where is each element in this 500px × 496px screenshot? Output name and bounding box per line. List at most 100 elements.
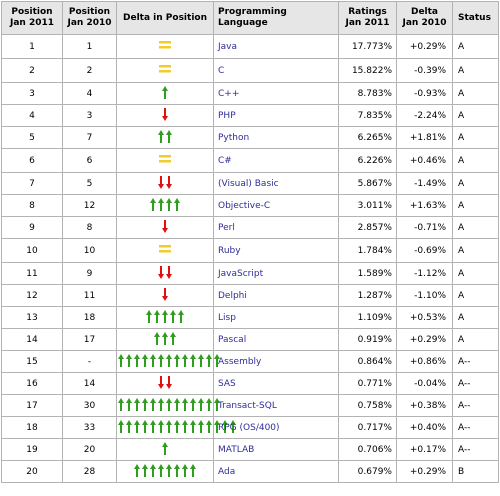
delta-cell: +0.53% [396, 306, 453, 329]
arrow-up-icon [162, 309, 168, 323]
delta-cell: -1.10% [396, 284, 453, 307]
trend-icons [157, 129, 173, 143]
arrow-up-icon [178, 309, 184, 323]
trend-icons [158, 41, 172, 49]
language-cell[interactable]: Lisp [213, 306, 339, 329]
delta-position-cell [116, 284, 214, 307]
rating-cell: 5.867% [338, 172, 397, 195]
header-language: Programming Language [213, 1, 339, 35]
equal-icon [159, 245, 171, 253]
language-cell[interactable]: Perl [213, 216, 339, 239]
arrow-up-icon [150, 353, 156, 367]
delta-cell: -0.39% [396, 58, 453, 83]
language-cell[interactable]: Delphi [213, 284, 339, 307]
delta-position-cell [116, 328, 214, 351]
language-cell[interactable]: Objective-C [213, 194, 339, 217]
language-cell[interactable]: JavaScript [213, 262, 339, 285]
pos-2011-cell: 17 [1, 394, 63, 417]
language-cell[interactable]: C# [213, 148, 339, 173]
arrow-up-icon [190, 353, 196, 367]
language-cell[interactable]: Ruby [213, 238, 339, 263]
language-cell[interactable]: C++ [213, 82, 339, 105]
delta-cell: +0.46% [396, 148, 453, 173]
pos-2011-cell: 19 [1, 438, 63, 461]
delta-position-cell [116, 350, 220, 373]
pos-2011-cell: 16 [1, 372, 63, 395]
pos-2011-cell: 7 [1, 172, 63, 195]
delta-position-cell [116, 104, 214, 127]
trend-icons [157, 265, 173, 279]
header-position-2011: Position Jan 2011 [1, 1, 63, 35]
status-cell: A [452, 262, 499, 285]
language-cell[interactable]: SAS [213, 372, 339, 395]
arrow-up-icon [158, 353, 164, 367]
language-cell[interactable]: Java [213, 34, 339, 59]
delta-position-cell [116, 306, 214, 329]
status-cell: A [452, 148, 499, 173]
arrow-up-icon [126, 419, 132, 433]
delta-cell: +0.29% [396, 460, 453, 483]
rating-cell: 3.011% [338, 194, 397, 217]
arrow-up-icon [166, 463, 172, 477]
arrow-down-icon [166, 175, 172, 189]
pos-2010-cell: 2 [62, 58, 117, 83]
table-row: 19 20 MATLAB 0.706% +0.17% A-- [1, 438, 499, 461]
trend-icons [158, 65, 172, 73]
arrow-down-icon [158, 175, 164, 189]
pos-2010-cell: 20 [62, 438, 117, 461]
trend-icons [153, 331, 177, 345]
pos-2010-cell: 11 [62, 284, 117, 307]
delta-position-cell [116, 82, 214, 105]
language-cell[interactable]: Transact-SQL [213, 394, 339, 417]
pos-2011-cell: 14 [1, 328, 63, 351]
language-cell[interactable]: Python [213, 126, 339, 149]
arrow-down-icon [166, 265, 172, 279]
pos-2011-cell: 9 [1, 216, 63, 239]
status-cell: A [452, 216, 499, 239]
header-position-2010: Position Jan 2010 [62, 1, 117, 35]
arrow-up-icon [182, 419, 188, 433]
status-cell: A-- [452, 350, 499, 373]
status-cell: A [452, 82, 499, 105]
table-row: 13 18 Lisp 1.109% +0.53% A [1, 306, 499, 329]
rating-cell: 6.226% [338, 148, 397, 173]
delta-cell: -0.04% [396, 372, 453, 395]
table-row: 6 6 C# 6.226% +0.46% A [1, 148, 499, 173]
rating-cell: 1.109% [338, 306, 397, 329]
pos-2010-cell: 30 [62, 394, 117, 417]
pos-2010-cell: 18 [62, 306, 117, 329]
pos-2011-cell: 13 [1, 306, 63, 329]
arrow-up-icon [174, 197, 180, 211]
delta-position-cell [116, 194, 214, 217]
language-cell[interactable]: (Visual) Basic [213, 172, 339, 195]
arrow-up-icon [166, 353, 172, 367]
language-cell[interactable]: PHP [213, 104, 339, 127]
delta-cell: -0.93% [396, 82, 453, 105]
language-cell[interactable]: Ada [213, 460, 339, 483]
delta-position-cell [116, 238, 214, 263]
table-row: 1 1 Java 17.773% +0.29% A [1, 34, 499, 59]
arrow-up-icon [126, 397, 132, 411]
pos-2011-cell: 6 [1, 148, 63, 173]
rating-cell: 0.679% [338, 460, 397, 483]
table-row: 3 4 C++ 8.783% -0.93% A [1, 82, 499, 105]
arrow-up-icon [142, 353, 148, 367]
status-cell: A-- [452, 372, 499, 395]
delta-cell: +1.63% [396, 194, 453, 217]
language-cell[interactable]: MATLAB [213, 438, 339, 461]
delta-position-cell [116, 460, 214, 483]
language-cell[interactable]: Pascal [213, 328, 339, 351]
arrow-down-icon [162, 219, 168, 233]
rating-cell: 15.822% [338, 58, 397, 83]
table-row: 7 5 (Visual) Basic 5.867% -1.49% A [1, 172, 499, 195]
delta-cell: -0.71% [396, 216, 453, 239]
equal-icon [159, 41, 171, 49]
arrow-up-icon [134, 353, 140, 367]
language-cell[interactable]: C [213, 58, 339, 83]
rating-cell: 1.287% [338, 284, 397, 307]
arrow-up-icon [158, 397, 164, 411]
trend-icons [161, 85, 169, 99]
table-row: 16 14 SAS 0.771% -0.04% A-- [1, 372, 499, 395]
language-cell[interactable]: Assembly [213, 350, 339, 373]
rating-cell: 0.919% [338, 328, 397, 351]
